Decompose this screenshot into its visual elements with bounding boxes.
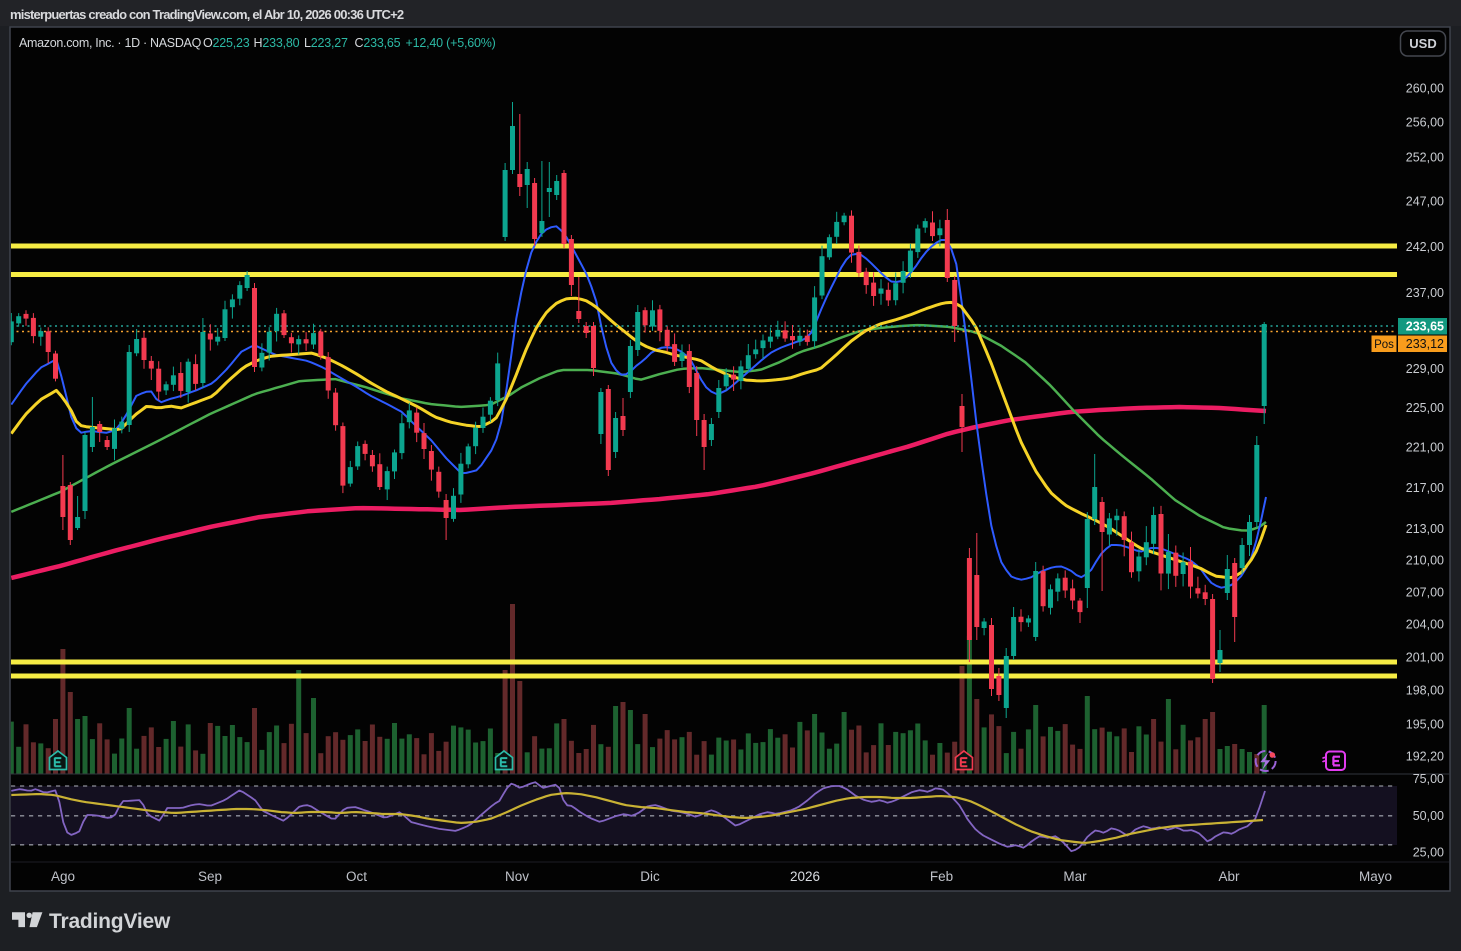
- svg-text:195,00: 195,00: [1406, 717, 1444, 731]
- svg-text:O225,23: O225,23: [203, 36, 250, 50]
- svg-text:225,00: 225,00: [1406, 401, 1444, 415]
- svg-text:233,12: 233,12: [1406, 337, 1444, 351]
- svg-text:210,00: 210,00: [1406, 554, 1444, 568]
- svg-text:25,00: 25,00: [1413, 846, 1444, 860]
- svg-text:USD: USD: [1409, 36, 1436, 51]
- svg-text:Mar: Mar: [1063, 869, 1087, 884]
- svg-text:75,00: 75,00: [1413, 772, 1444, 786]
- svg-text:+12,40 (+5,60%): +12,40 (+5,60%): [406, 36, 496, 50]
- svg-text:198,00: 198,00: [1406, 684, 1444, 698]
- svg-text:252,00: 252,00: [1406, 150, 1444, 164]
- svg-text:C233,65: C233,65: [355, 36, 401, 50]
- svg-text:Amazon.com, Inc. · 1D · NASDAQ: Amazon.com, Inc. · 1D · NASDAQ: [19, 36, 202, 50]
- svg-text:Ago: Ago: [51, 869, 75, 884]
- svg-text:Mayo: Mayo: [1359, 869, 1392, 884]
- svg-text:204,00: 204,00: [1406, 618, 1444, 632]
- svg-text:217,00: 217,00: [1406, 481, 1444, 495]
- svg-text:Feb: Feb: [930, 869, 953, 884]
- svg-text:50,00: 50,00: [1413, 809, 1444, 823]
- svg-text:Oct: Oct: [346, 869, 367, 884]
- svg-text:229,00: 229,00: [1406, 362, 1444, 376]
- svg-text:2026: 2026: [790, 869, 820, 884]
- svg-text:misterpuertas creado con Tradi: misterpuertas creado con TradingView.com…: [10, 7, 404, 22]
- svg-text:201,00: 201,00: [1406, 650, 1444, 664]
- svg-text:247,00: 247,00: [1406, 195, 1444, 209]
- svg-text:242,00: 242,00: [1406, 240, 1444, 254]
- svg-text:221,00: 221,00: [1406, 441, 1444, 455]
- svg-text:237,00: 237,00: [1406, 286, 1444, 300]
- svg-text:192,20: 192,20: [1406, 749, 1444, 763]
- svg-text:TradingView: TradingView: [49, 910, 171, 933]
- svg-text:213,00: 213,00: [1406, 522, 1444, 536]
- svg-text:Pos: Pos: [1374, 339, 1394, 351]
- svg-text:256,00: 256,00: [1406, 116, 1444, 130]
- svg-text:Sep: Sep: [198, 869, 222, 884]
- svg-text:H233,80: H233,80: [254, 36, 300, 50]
- svg-text:207,00: 207,00: [1406, 585, 1444, 599]
- svg-text:260,00: 260,00: [1406, 81, 1444, 95]
- svg-text:233,65: 233,65: [1406, 320, 1444, 334]
- svg-text:Abr: Abr: [1218, 869, 1240, 884]
- svg-text:Nov: Nov: [505, 869, 529, 884]
- svg-text:L223,27: L223,27: [304, 36, 348, 50]
- svg-text:Dic: Dic: [640, 869, 660, 884]
